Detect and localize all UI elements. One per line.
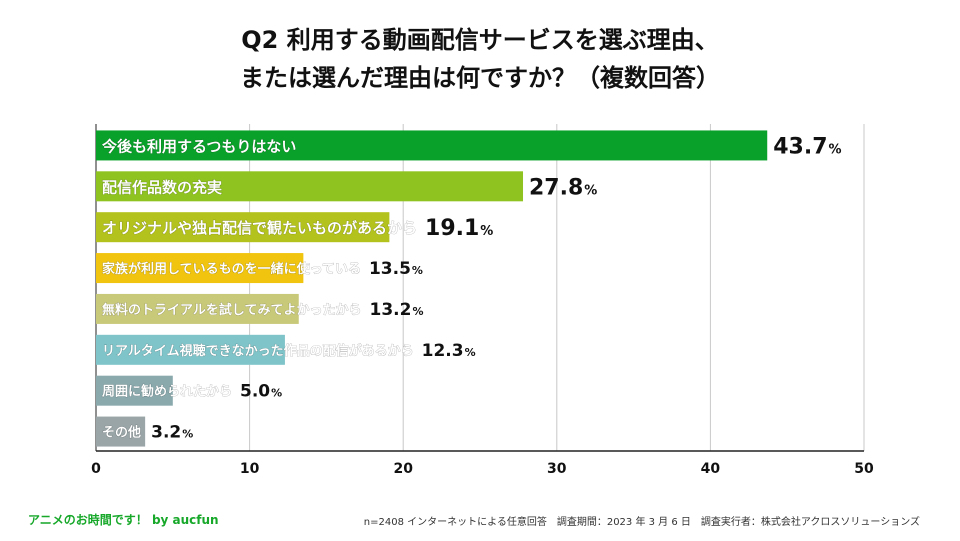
bar — [96, 212, 390, 243]
bar-value-label: 12.3 — [422, 341, 464, 361]
x-tick-label: 20 — [393, 461, 413, 477]
bar-value-label: 5.0 — [240, 382, 270, 402]
x-tick-label: 40 — [701, 461, 721, 477]
bar-value-unit: % — [480, 224, 493, 239]
bar-category-label: 無料のトライアルを試してみてよかったから — [102, 302, 361, 318]
bar-category-label: 周囲に勧められたから — [102, 384, 232, 400]
footer-survey-note: n=2408 インターネットによる任意回答 調査期間：2023 年 3 月 6 … — [363, 517, 920, 528]
bar-category-label: 家族が利用しているものを一緒に使っている — [102, 261, 361, 277]
bar — [96, 171, 524, 202]
bar — [96, 416, 146, 447]
chart-title-line2: または選んだ理由は何ですか？（複数回答） — [240, 64, 720, 92]
bar-value-label: 13.2 — [369, 300, 411, 320]
x-tick-label: 50 — [854, 461, 874, 477]
x-tick-label: 10 — [240, 461, 260, 477]
bar-value-label: 13.5 — [369, 259, 411, 279]
footer-brand: アニメのお時間です！ by aucfun — [28, 513, 219, 527]
bar-value-unit: % — [465, 346, 476, 359]
bar — [96, 334, 285, 365]
x-tick-label: 30 — [547, 461, 567, 477]
chart-title-line1: Q2 利用する動画配信サービスを選ぶ理由、 — [241, 26, 719, 54]
bar-value-label: 3.2 — [151, 423, 181, 443]
bar-value-unit: % — [412, 264, 423, 277]
bar — [96, 293, 299, 324]
bar-category-label: その他 — [102, 425, 141, 441]
x-tick-label: 0 — [91, 461, 101, 477]
bar-value-unit: % — [271, 387, 282, 400]
bar-category-label: オリジナルや独占配信で観たいものがあるから — [102, 219, 417, 237]
bar-value-unit: % — [584, 183, 597, 198]
bar-value-unit: % — [412, 305, 423, 318]
bar-value-unit: % — [182, 428, 193, 441]
bar-value-unit: % — [829, 142, 842, 157]
bar-category-label: 今後も利用するつもりはない — [101, 137, 296, 155]
bar-category-label: 配信作品数の充実 — [102, 178, 222, 196]
bar-value-label: 27.8 — [529, 175, 583, 200]
bar-value-label: 19.1 — [425, 216, 479, 241]
bar-category-label: リアルタイム視聴できなかった作品の配信があるから — [102, 343, 414, 359]
bar-value-label: 43.7 — [773, 134, 827, 159]
bar — [96, 375, 173, 406]
bar — [96, 253, 304, 284]
bar — [96, 130, 768, 161]
